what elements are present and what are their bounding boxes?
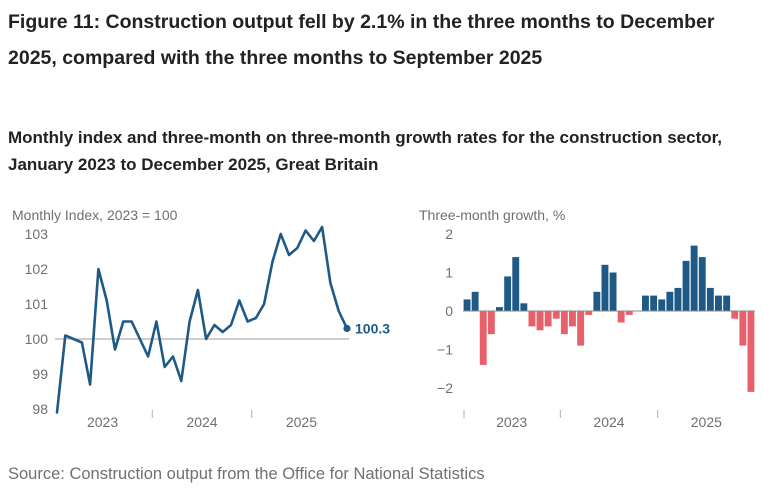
bar xyxy=(577,311,585,346)
source-note: Source: Construction output from the Off… xyxy=(8,465,485,483)
bar xyxy=(650,295,658,311)
bar xyxy=(739,311,747,346)
bar xyxy=(658,299,666,311)
line-series-monthly-index xyxy=(55,225,349,414)
line-end-marker xyxy=(343,324,351,333)
bar xyxy=(496,307,503,311)
bar-chart-x-tick-label: 2023 xyxy=(496,414,527,430)
bar xyxy=(625,311,633,315)
bar xyxy=(552,311,560,319)
line-chart-x-tick-label: 2024 xyxy=(186,414,217,430)
bar xyxy=(715,295,722,311)
bar xyxy=(560,311,568,335)
line-chart-y-axis-title: Monthly Index, 2023 = 100 xyxy=(12,207,178,223)
bar-chart-y-tick-label: −2 xyxy=(437,380,453,396)
bar xyxy=(544,311,552,327)
bar xyxy=(528,311,536,327)
bar xyxy=(471,291,479,312)
bar xyxy=(536,311,544,331)
line-chart-monthly-index: Monthly Index, 2023 = 100 98 99 100 101 102 10… xyxy=(12,207,390,430)
bar xyxy=(601,264,609,311)
bar xyxy=(690,245,698,312)
bar xyxy=(617,311,625,323)
bar-chart-y-tick-label: −1 xyxy=(437,342,453,358)
bar-chart-three-month-growth: Three-month growth, % −2 −1 0 1 2 2023 2024 2025 xyxy=(419,207,755,430)
line-chart-y-tick-label: 99 xyxy=(32,366,48,382)
bar xyxy=(585,311,593,315)
bar-chart-x-tick-label: 2024 xyxy=(593,414,624,430)
bar-chart-x-tick-label: 2025 xyxy=(691,414,722,430)
line-end-value-label: 100.3 xyxy=(355,321,390,337)
bar xyxy=(569,311,576,327)
bar xyxy=(731,311,739,319)
bar xyxy=(504,276,512,311)
bar xyxy=(463,299,471,311)
bar xyxy=(723,295,731,311)
bar-chart-y-tick-label: 0 xyxy=(445,303,453,319)
line-chart-x-tick-label: 2023 xyxy=(87,414,118,430)
line-chart-y-tick-label: 101 xyxy=(25,296,49,312)
bar xyxy=(593,291,601,312)
chart-subtitle: Monthly index and three-month on three-m… xyxy=(8,128,723,174)
bar xyxy=(487,311,495,335)
line-chart-y-tick-label: 100 xyxy=(25,331,49,347)
bar xyxy=(666,291,674,312)
bar xyxy=(674,287,682,311)
bar xyxy=(479,311,487,365)
bar xyxy=(682,260,690,311)
bar xyxy=(642,295,649,311)
line-chart-y-tick-label: 98 xyxy=(32,401,48,417)
line-chart-x-tick-label: 2025 xyxy=(286,414,317,430)
line-chart-y-tick-label: 102 xyxy=(25,261,49,277)
bar xyxy=(609,272,617,311)
bar xyxy=(698,257,706,311)
bar-chart-y-tick-label: 1 xyxy=(445,265,453,281)
bar-chart-y-tick-label: 2 xyxy=(445,226,453,242)
bar xyxy=(520,303,528,311)
chart-title: Figure 11: Construction output fell by 2… xyxy=(8,11,715,69)
bar xyxy=(747,311,755,392)
bar xyxy=(706,287,714,311)
bar-chart-y-axis-title: Three-month growth, % xyxy=(419,207,565,223)
line-chart-y-tick-label: 103 xyxy=(25,226,49,242)
bar xyxy=(512,257,520,311)
